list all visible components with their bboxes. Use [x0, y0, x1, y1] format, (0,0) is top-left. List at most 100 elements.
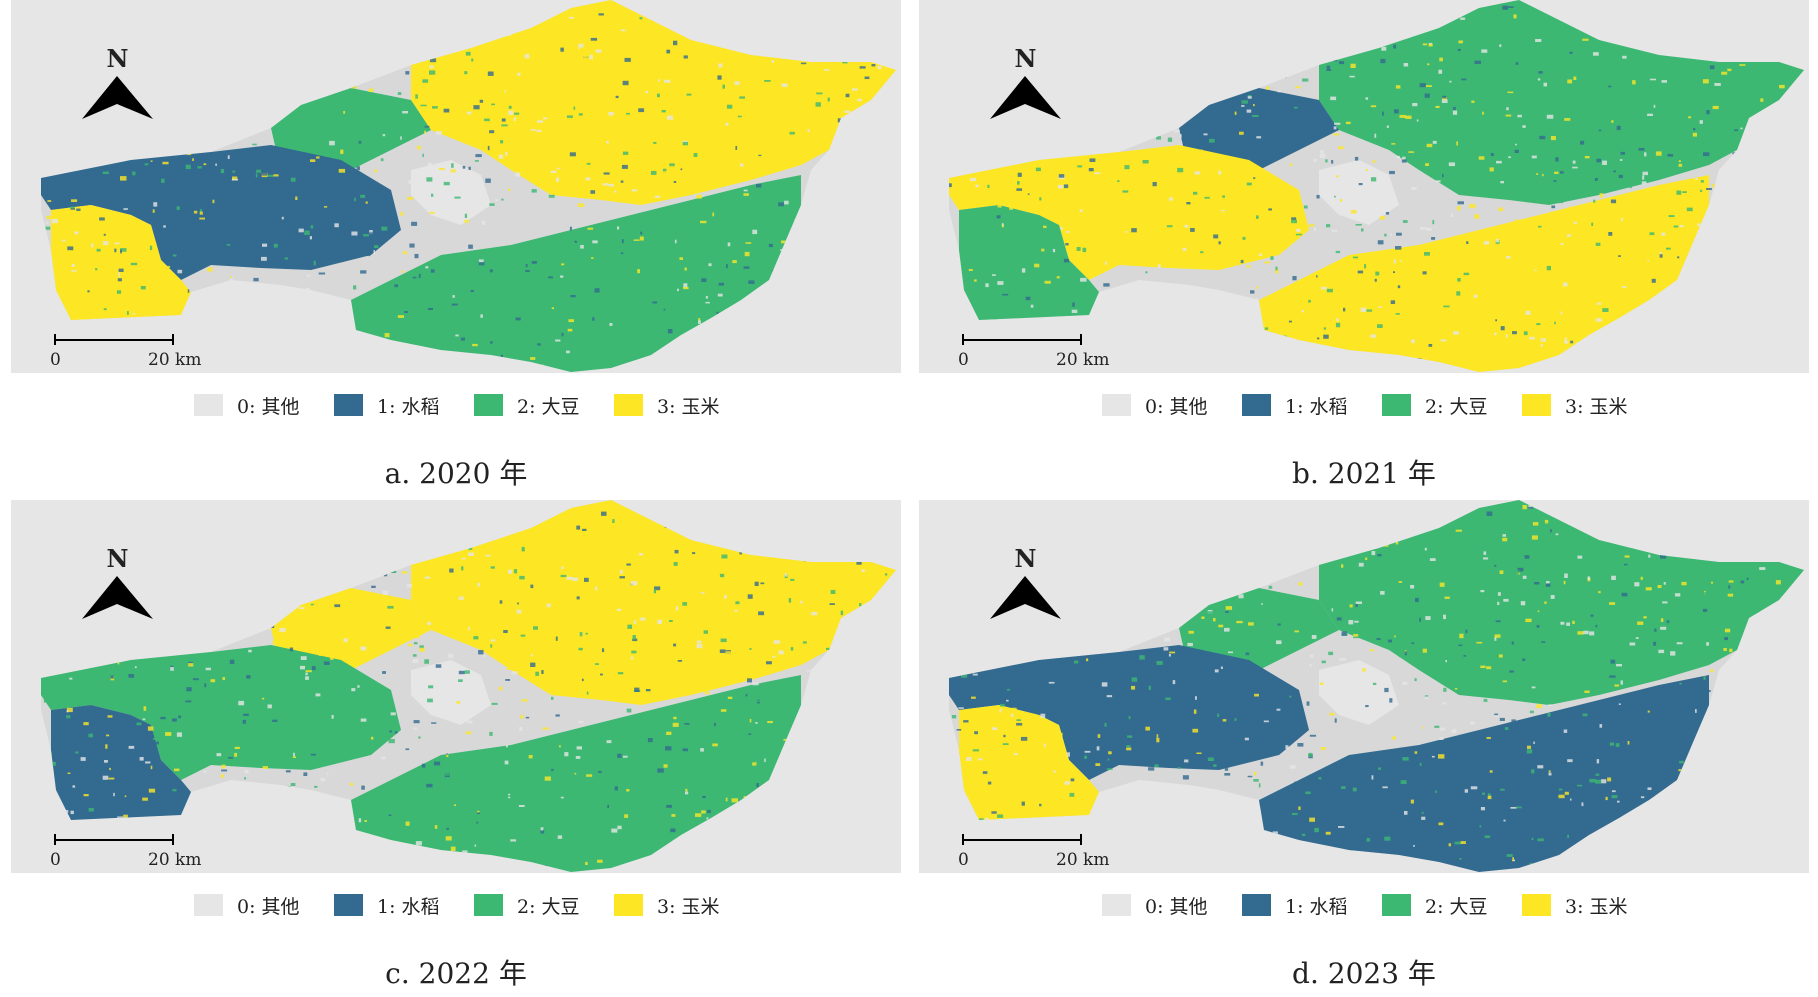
- region-northeast: [1319, 0, 1804, 205]
- legend-label: 0: 其他: [1145, 395, 1208, 418]
- region-north-belt: [1179, 88, 1339, 170]
- legend-label: 3: 玉米: [657, 395, 720, 418]
- region-west: [41, 145, 401, 280]
- scale-bar-line: [54, 834, 174, 845]
- scale-bar: 0 20 km: [44, 833, 204, 873]
- legend-swatch: [1522, 894, 1551, 916]
- map-panel-d: N 0 20 km 0: 其他 1: 水稻 2: 大豆 3: 玉米 d. 2023 年: [908, 500, 1809, 997]
- legend-label: 3: 玉米: [1565, 895, 1628, 918]
- legend-item: 2: 大豆: [1382, 390, 1488, 420]
- map-panel-b: N 0 20 km 0: 其他 1: 水稻 2: 大豆 3: 玉米 b. 2021 年: [908, 0, 1809, 497]
- legend-label: 2: 大豆: [1425, 395, 1488, 418]
- legend-swatch: [474, 394, 503, 416]
- legend: 0: 其他 1: 水稻 2: 大豆 3: 玉米: [0, 390, 912, 426]
- legend-swatch: [1382, 394, 1411, 416]
- legend-item: 2: 大豆: [1382, 890, 1488, 920]
- region-northeast: [411, 0, 896, 205]
- north-arrow-icon: [990, 576, 1061, 619]
- map-canvas: [11, 0, 901, 373]
- panel-caption: d. 2023 年: [1292, 957, 1436, 990]
- region-center: [411, 660, 491, 725]
- north-arrow-icon: [82, 76, 153, 119]
- region-center: [411, 160, 491, 225]
- region-southwest: [959, 205, 1099, 320]
- legend-item: 1: 水稻: [334, 390, 440, 420]
- legend-item: 1: 水稻: [334, 890, 440, 920]
- scale-start-label: 0: [50, 350, 61, 370]
- scale-bar: 0 20 km: [952, 333, 1112, 373]
- scale-bar: 0 20 km: [952, 833, 1112, 873]
- legend-label: 0: 其他: [237, 395, 300, 418]
- scale-bar: 0 20 km: [44, 333, 204, 373]
- north-arrow: N: [988, 544, 1063, 626]
- legend-swatch: [194, 394, 223, 416]
- north-label: N: [106, 544, 129, 573]
- legend-swatch: [1242, 394, 1271, 416]
- legend-item: 2: 大豆: [474, 390, 580, 420]
- legend-swatch: [1382, 894, 1411, 916]
- map-canvas: [919, 500, 1809, 873]
- region-southwest: [51, 205, 191, 320]
- scale-start-label: 0: [958, 350, 969, 370]
- legend-item: 0: 其他: [194, 390, 300, 420]
- map-canvas: [919, 0, 1809, 373]
- legend-swatch: [194, 894, 223, 916]
- region-southwest: [51, 705, 191, 820]
- scale-bar-line: [962, 834, 1082, 845]
- region-south: [351, 175, 801, 372]
- region-west: [949, 145, 1309, 280]
- legend-swatch: [334, 394, 363, 416]
- crop-classification-map: [949, 0, 1804, 372]
- legend-label: 3: 玉米: [657, 895, 720, 918]
- region-northeast: [411, 500, 896, 705]
- north-label: N: [1014, 44, 1037, 73]
- north-arrow-icon: [82, 576, 153, 619]
- scale-end-label: 20 km: [1056, 350, 1110, 370]
- region-south: [1259, 675, 1709, 872]
- scale-end-label: 20 km: [148, 850, 202, 870]
- panel-caption: b. 2021 年: [1292, 457, 1436, 490]
- north-arrow: N: [80, 44, 155, 126]
- scale-start-label: 0: [50, 850, 61, 870]
- north-label: N: [106, 44, 129, 73]
- panel-caption: c. 2022 年: [385, 957, 527, 990]
- legend-item: 0: 其他: [194, 890, 300, 920]
- region-center: [1319, 660, 1399, 725]
- north-arrow: N: [988, 44, 1063, 126]
- north-arrow-icon: [990, 76, 1061, 119]
- scale-bar-line: [962, 334, 1082, 345]
- legend-label: 2: 大豆: [517, 895, 580, 918]
- panel-caption: a. 2020 年: [384, 457, 528, 490]
- legend-label: 2: 大豆: [1425, 895, 1488, 918]
- legend-item: 1: 水稻: [1242, 390, 1348, 420]
- legend-item: 3: 玉米: [614, 890, 720, 920]
- legend-item: 0: 其他: [1102, 390, 1208, 420]
- legend-item: 3: 玉米: [1522, 890, 1628, 920]
- legend-swatch: [1102, 394, 1131, 416]
- crop-classification-map: [41, 500, 896, 872]
- legend: 0: 其他 1: 水稻 2: 大豆 3: 玉米: [908, 390, 1818, 426]
- legend-label: 0: 其他: [237, 895, 300, 918]
- legend-swatch: [474, 894, 503, 916]
- legend-item: 0: 其他: [1102, 890, 1208, 920]
- region-center: [1319, 160, 1399, 225]
- legend-swatch: [614, 394, 643, 416]
- map-panel-c: N 0 20 km 0: 其他 1: 水稻 2: 大豆 3: 玉米 c. 2022 年: [0, 500, 901, 997]
- legend-label: 1: 水稻: [377, 895, 440, 918]
- legend-item: 3: 玉米: [614, 390, 720, 420]
- legend: 0: 其他 1: 水稻 2: 大豆 3: 玉米: [0, 890, 912, 926]
- legend-swatch: [1102, 894, 1131, 916]
- region-northeast: [1319, 500, 1804, 705]
- legend-item: 3: 玉米: [1522, 390, 1628, 420]
- map-panel-a: N 0 20 km 0: 其他 1: 水稻 2: 大豆 3: 玉米 a. 2020 年: [0, 0, 901, 497]
- legend-item: 2: 大豆: [474, 890, 580, 920]
- legend: 0: 其他 1: 水稻 2: 大豆 3: 玉米: [908, 890, 1818, 926]
- scale-start-label: 0: [958, 850, 969, 870]
- scale-end-label: 20 km: [1056, 850, 1110, 870]
- region-north-belt: [271, 88, 431, 170]
- region-southwest: [959, 705, 1099, 820]
- legend-label: 2: 大豆: [517, 395, 580, 418]
- legend-swatch: [334, 894, 363, 916]
- crop-classification-map: [949, 500, 1804, 872]
- legend-label: 1: 水稻: [1285, 895, 1348, 918]
